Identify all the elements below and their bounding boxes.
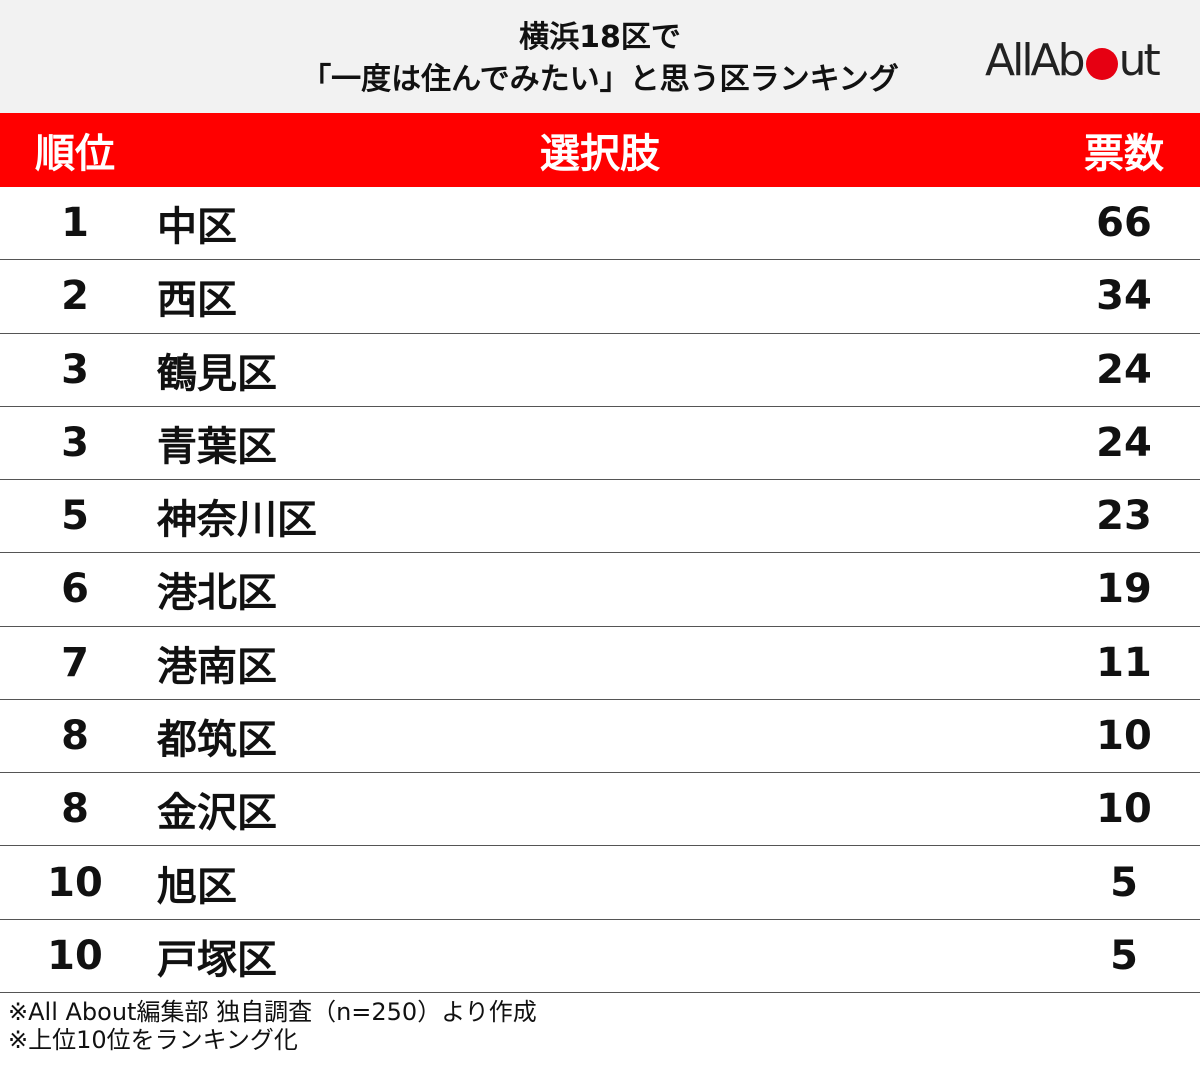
table-row: 2 西区 34 — [0, 260, 1200, 334]
rank: 3 — [61, 346, 89, 393]
rank: 3 — [61, 419, 89, 466]
logo-text: ut — [1118, 35, 1161, 86]
votes: 10 — [1096, 713, 1152, 760]
district: 青葉区 — [157, 423, 277, 470]
title-line: 「一度は住んでみたい」と思う区ランキング — [301, 62, 899, 97]
rank: 6 — [61, 566, 89, 613]
table-row: 1 中区 66 — [0, 187, 1200, 261]
column-header: 選択肢 — [540, 131, 660, 177]
district: 戸塚区 — [157, 936, 277, 983]
rank: 7 — [61, 639, 89, 686]
table-row: 3 鶴見区 24 — [0, 334, 1200, 407]
rank: 8 — [61, 713, 89, 760]
district: 港南区 — [157, 643, 277, 690]
rank: 1 — [61, 200, 89, 247]
rank: 10 — [47, 859, 103, 906]
table-row: 6 港北区 19 — [0, 553, 1200, 627]
district: 神奈川区 — [157, 497, 317, 544]
district: 旭区 — [157, 863, 237, 910]
table-row: 5 神奈川区 23 — [0, 480, 1200, 554]
logo: AllAb ut — [985, 35, 1161, 86]
votes: 24 — [1096, 419, 1152, 466]
column-header: 票数 — [1084, 131, 1164, 177]
column-header: 順位 — [35, 131, 115, 177]
table-row: 8 都筑区 10 — [0, 700, 1200, 774]
rank: 8 — [61, 786, 89, 833]
votes: 23 — [1096, 493, 1152, 540]
district: 中区 — [157, 204, 237, 251]
title-line: 横浜18区で — [519, 20, 681, 55]
table-row: 8 金沢区 10 — [0, 773, 1200, 847]
table-row: 7 港南区 11 — [0, 627, 1200, 700]
votes: 24 — [1096, 346, 1152, 393]
district: 港北区 — [157, 570, 277, 617]
votes: 10 — [1096, 786, 1152, 833]
district: 西区 — [157, 277, 237, 324]
district: 金沢区 — [157, 790, 277, 837]
table-row: 10 戸塚区 5 — [0, 920, 1200, 993]
votes: 66 — [1096, 200, 1152, 247]
note: ※上位10位をランキング化 — [8, 1026, 298, 1054]
votes: 5 — [1110, 859, 1138, 906]
table-row: 10 旭区 5 — [0, 846, 1200, 920]
note: ※All About編集部 独自調査（n=250）より作成 — [8, 998, 537, 1026]
table-header: 順位 選択肢 票数 — [0, 113, 1200, 187]
votes: 11 — [1096, 639, 1152, 686]
district: 都筑区 — [157, 717, 277, 764]
district: 鶴見区 — [157, 350, 277, 397]
logo-text: AllAb — [985, 35, 1086, 86]
votes: 19 — [1096, 566, 1152, 613]
rank: 5 — [61, 493, 89, 540]
table-row: 3 青葉区 24 — [0, 407, 1200, 481]
votes: 34 — [1096, 273, 1152, 320]
logo-dot — [1085, 48, 1118, 80]
header: 横浜18区で 「一度は住んでみたい」と思う区ランキング AllAb ut — [0, 0, 1200, 113]
rank: 2 — [61, 273, 89, 320]
rank: 10 — [47, 932, 103, 979]
votes: 5 — [1110, 932, 1138, 979]
